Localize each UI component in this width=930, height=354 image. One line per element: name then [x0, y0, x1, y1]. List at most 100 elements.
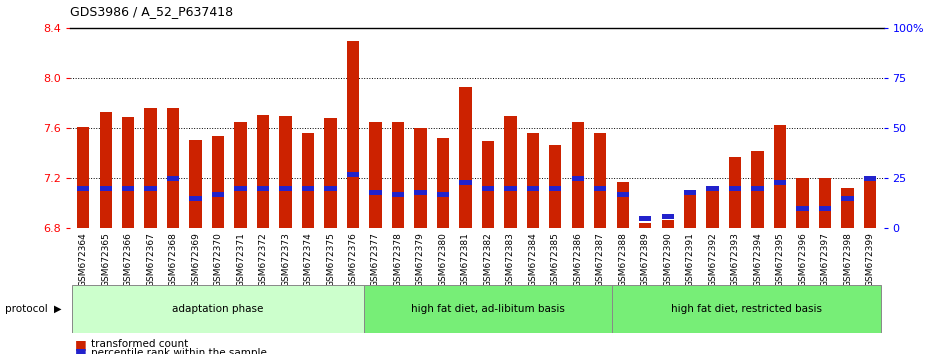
Bar — [325, 118, 337, 228]
Bar — [661, 214, 674, 219]
Bar — [661, 219, 674, 228]
Text: GSM672376: GSM672376 — [349, 232, 357, 287]
Bar — [392, 122, 405, 228]
Bar — [167, 176, 179, 181]
Text: GSM672366: GSM672366 — [124, 232, 133, 287]
Text: GSM672399: GSM672399 — [866, 232, 874, 287]
Bar — [774, 125, 786, 228]
Text: GSM672380: GSM672380 — [438, 232, 447, 287]
Bar — [504, 116, 516, 228]
Bar — [190, 139, 202, 228]
Text: transformed count: transformed count — [91, 339, 189, 349]
Text: ■: ■ — [74, 346, 86, 354]
Text: GSM672379: GSM672379 — [416, 232, 425, 287]
Bar — [707, 191, 719, 228]
Bar — [144, 108, 157, 228]
Bar — [122, 186, 134, 191]
Bar — [414, 190, 427, 195]
Text: ■: ■ — [74, 338, 86, 350]
Bar — [347, 172, 359, 177]
Text: GSM672384: GSM672384 — [528, 232, 538, 287]
Bar — [796, 206, 809, 211]
Bar — [122, 117, 134, 228]
Text: protocol: protocol — [5, 304, 47, 314]
Bar — [167, 108, 179, 228]
Text: GSM672394: GSM672394 — [753, 232, 762, 287]
Bar — [482, 186, 494, 191]
Bar — [234, 122, 246, 228]
Text: GSM672397: GSM672397 — [820, 232, 830, 287]
Bar — [234, 186, 246, 191]
Bar — [437, 138, 449, 228]
Bar — [617, 192, 629, 197]
Bar — [77, 127, 89, 228]
Bar — [77, 186, 89, 191]
Bar — [504, 186, 516, 191]
Text: GSM672395: GSM672395 — [776, 232, 785, 287]
Bar — [594, 133, 606, 228]
Bar — [257, 115, 270, 228]
Bar — [279, 186, 292, 191]
Text: GSM672370: GSM672370 — [214, 232, 222, 287]
Bar — [190, 196, 202, 201]
Bar — [325, 186, 337, 191]
Bar — [751, 186, 764, 191]
Bar — [302, 133, 314, 228]
Bar — [842, 188, 854, 228]
Bar — [819, 178, 831, 228]
Bar — [751, 151, 764, 228]
Text: high fat diet, restricted basis: high fat diet, restricted basis — [671, 304, 822, 314]
Text: GSM672368: GSM672368 — [168, 232, 178, 287]
Text: GSM672377: GSM672377 — [371, 232, 380, 287]
Bar — [526, 133, 539, 228]
Text: GSM672388: GSM672388 — [618, 232, 627, 287]
Text: GSM672386: GSM672386 — [573, 232, 582, 287]
Text: GSM672371: GSM672371 — [236, 232, 246, 287]
Bar — [684, 190, 697, 195]
Text: GSM672372: GSM672372 — [259, 232, 268, 287]
Bar — [612, 285, 882, 333]
Bar — [639, 223, 651, 228]
Bar — [796, 178, 809, 228]
Bar — [212, 192, 224, 197]
Text: GSM672369: GSM672369 — [192, 232, 200, 287]
Bar — [72, 285, 365, 333]
Bar — [774, 180, 786, 185]
Bar — [459, 180, 472, 185]
Bar — [617, 182, 629, 228]
Bar — [864, 176, 876, 181]
Bar — [459, 87, 472, 228]
Text: GSM672364: GSM672364 — [79, 232, 87, 287]
Text: GSM672389: GSM672389 — [641, 232, 650, 287]
Text: percentile rank within the sample: percentile rank within the sample — [91, 348, 267, 354]
Text: GSM672375: GSM672375 — [326, 232, 335, 287]
Bar — [684, 193, 697, 228]
Bar — [572, 176, 584, 181]
Bar — [437, 192, 449, 197]
Bar — [347, 41, 359, 228]
Text: GSM672396: GSM672396 — [798, 232, 807, 287]
Text: GSM672374: GSM672374 — [303, 232, 312, 287]
Text: GSM672387: GSM672387 — [596, 232, 604, 287]
Bar — [639, 216, 651, 221]
Bar — [549, 144, 562, 228]
Text: GSM672373: GSM672373 — [281, 232, 290, 287]
Text: GDS3986 / A_52_P637418: GDS3986 / A_52_P637418 — [70, 5, 232, 18]
Bar — [392, 192, 405, 197]
Bar — [594, 186, 606, 191]
Bar — [707, 186, 719, 191]
Bar — [482, 141, 494, 228]
Text: GSM672367: GSM672367 — [146, 232, 155, 287]
Bar — [100, 112, 112, 228]
Bar — [212, 136, 224, 228]
Text: ▶: ▶ — [54, 304, 61, 314]
Text: GSM672393: GSM672393 — [731, 232, 739, 287]
Text: GSM672365: GSM672365 — [101, 232, 111, 287]
Bar — [414, 128, 427, 228]
Bar — [572, 122, 584, 228]
Text: GSM672392: GSM672392 — [708, 232, 717, 287]
Text: GSM672385: GSM672385 — [551, 232, 560, 287]
Bar — [100, 186, 112, 191]
Bar — [864, 178, 876, 228]
Bar — [842, 196, 854, 201]
